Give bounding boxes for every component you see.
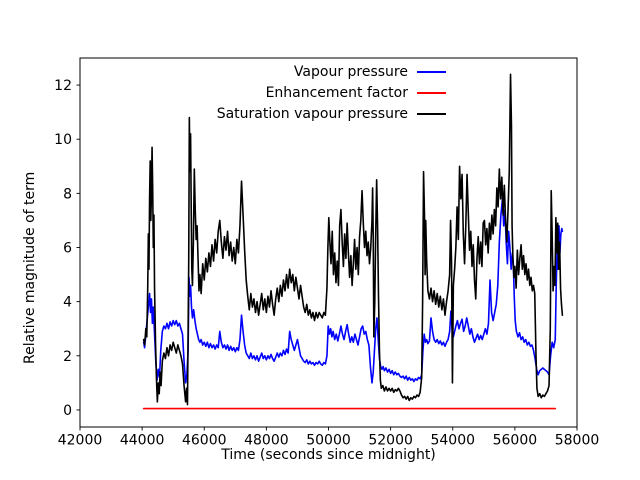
x-tick-label: 52000 (368, 433, 413, 449)
legend-label: Vapour pressure (293, 63, 408, 80)
legend-line-swatch-blue (417, 70, 446, 73)
x-tick-label: 50000 (306, 433, 351, 449)
x-tick-label: 46000 (182, 433, 227, 449)
series-line-0 (142, 197, 564, 384)
y-axis-label: Relative magnitude of term (22, 171, 38, 364)
x-tick-label: 54000 (430, 433, 475, 449)
x-tick-label: 56000 (493, 433, 538, 449)
y-tick-label: 8 (63, 186, 72, 202)
series-line-2 (142, 73, 564, 406)
y-tick-label: 6 (63, 241, 72, 257)
y-tick-label: 2 (63, 349, 72, 365)
legend-item-saturation-vapour-pressure: Saturation vapour pressure (217, 103, 446, 124)
legend-item-enhancement-factor: Enhancement factor (217, 82, 446, 103)
y-tick-label: 0 (63, 403, 72, 419)
legend-label: Enhancement factor (265, 84, 408, 101)
y-tick-label: 4 (63, 295, 72, 311)
y-tick-label: 10 (54, 132, 72, 148)
x-tick-label: 42000 (58, 433, 103, 449)
y-tick-label: 12 (54, 78, 72, 94)
legend-line-swatch-black (417, 112, 446, 115)
x-tick-label: 58000 (555, 433, 600, 449)
legend-label: Saturation vapour pressure (216, 105, 408, 122)
x-axis-label: Time (seconds since midnight) (221, 447, 436, 463)
x-tick-label: 48000 (244, 433, 289, 449)
x-tick-label: 44000 (120, 433, 165, 449)
plot-border (79, 57, 578, 428)
legend-line-swatch-red (417, 91, 446, 94)
legend: Vapour pressure Enhancement factor Satur… (217, 61, 446, 124)
legend-item-vapour-pressure: Vapour pressure (217, 61, 446, 82)
